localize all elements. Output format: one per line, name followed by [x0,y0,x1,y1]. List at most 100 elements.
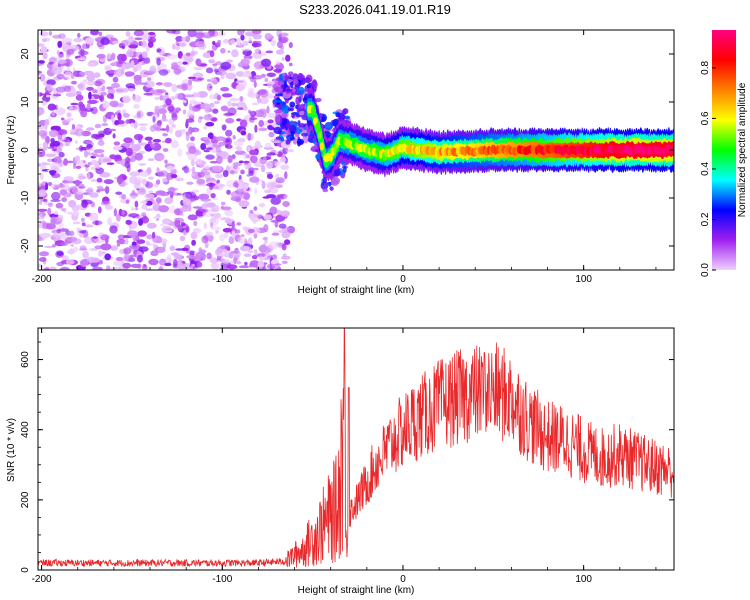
spectrogram-cell [78,230,87,234]
spectrogram-cell [238,265,250,269]
spectrogram-cell [164,159,168,164]
spectrogram-cell [156,89,167,94]
spectrogram-cell [96,188,107,192]
spectrogram-cell [141,212,147,217]
spectrogram-cell [177,262,186,270]
spectrogram-cell [267,263,276,270]
spectrogram-cell [139,126,147,132]
spectrogram-cell [94,220,99,226]
spectrogram-cell [61,208,67,212]
spectrogram-cell [297,86,305,95]
spectrogram-cell [212,79,218,85]
spectrogram-cell [210,226,221,231]
spectrogram-cell [138,163,146,166]
spectrogram-cell [203,201,209,206]
spectrogram-cell [249,110,257,117]
spectrogram-cell [299,110,305,116]
spectrogram-cell [52,34,62,39]
spectrogram-cell [247,87,255,94]
spectrogram-cell [240,234,245,237]
spectrogram-cell [284,239,291,245]
spectrogram-cell [125,119,130,124]
spectrogram-cell [215,173,224,178]
spectrogram-cell [186,254,196,259]
spectrogram-cell [193,67,203,71]
spectrogram-cell [331,176,340,185]
colorbar-ticks: 0.0 0.2 0.4 0.6 0.8 [700,61,716,277]
spectrogram-cell [210,217,217,224]
spectrogram-cell [38,107,45,116]
spectrogram-cell [152,138,162,143]
spectrogram-cell [227,101,232,107]
spectrogram-cell [187,109,195,117]
spectrogram-cell [235,229,241,234]
spectrogram-cell [106,265,111,270]
spectrogram-cell [237,236,247,244]
spectrogram-cell [86,144,93,149]
spectrogram-cell [53,210,59,215]
snr-x-label: Height of straight line (km) [298,585,415,596]
spectrogram-cell [179,235,186,242]
spectrogram-cell [283,81,288,88]
spectrogram-cell [96,166,101,169]
spectrogram-cell [194,50,198,55]
spectrogram-cell [75,94,84,101]
spectrogram-cell [291,130,295,137]
spectrogram-cell [261,58,272,67]
spectrogram-cell [182,99,187,104]
spectrogram-cell [162,148,169,152]
spectrogram-cell [171,124,176,128]
spectrogram-cell [157,170,169,177]
spectrogram-cell [288,62,293,67]
spectrogram-cell [75,165,82,169]
spectrogram-cell [333,169,341,177]
spectrogram-cell [194,32,205,39]
spectrogram-cell [158,69,169,76]
spectrogram-cell [121,175,128,180]
spectrogram-cell [232,135,236,140]
spectrogram-cell [125,199,130,204]
spectrogram-cell [297,136,301,142]
spectrogram-cell [266,72,277,78]
spectrogram-cell [188,79,193,86]
spectrogram-cell [280,136,285,142]
spectrogram-cell [212,63,218,66]
spectrogram-cell [185,191,197,200]
spectrogram-cell [155,82,163,86]
x-tick-label: 100 [575,274,592,285]
spectrogram-cell [76,57,87,60]
spectrogram-cell [52,244,56,248]
spectrogram-cell [278,103,283,111]
spectrogram-cell [139,82,148,85]
spectrogram-cell [220,87,230,92]
spectrogram-cell [125,156,131,164]
spectrogram-cell [58,151,65,158]
spectrogram-cell [265,50,274,54]
spectrogram-cell [130,144,141,152]
spectrogram-cell [63,85,71,92]
spectrogram-cell [203,149,211,153]
spectrogram-cell [134,200,139,208]
spectrogram-cell [168,110,179,114]
spectrogram-cell [206,83,213,92]
spectrogram-cell [237,107,245,110]
spectrogram-cell [220,206,232,211]
spectrogram-cell [154,246,166,253]
spectrogram-cell [137,230,147,237]
spectrogram-cell [82,250,89,259]
spectrogram-cell [315,122,321,132]
spectrogram-cell [210,222,214,228]
spectrogram-cell [57,214,64,222]
spectrogram-cell [247,132,251,141]
spectrogram-cell [206,252,212,260]
spectrogram-cell [224,210,234,217]
spectrogram-cell [42,141,49,149]
spectrogram-cell [271,161,282,164]
spectrogram-cell [156,218,159,221]
spectrogram-cell [275,136,282,140]
spectrogram-cell [212,197,218,201]
spectrogram-cell [187,30,197,38]
spectrogram-cell [160,118,168,122]
spectrogram-cell [130,254,137,257]
y-tick-label: -20 [20,238,31,253]
